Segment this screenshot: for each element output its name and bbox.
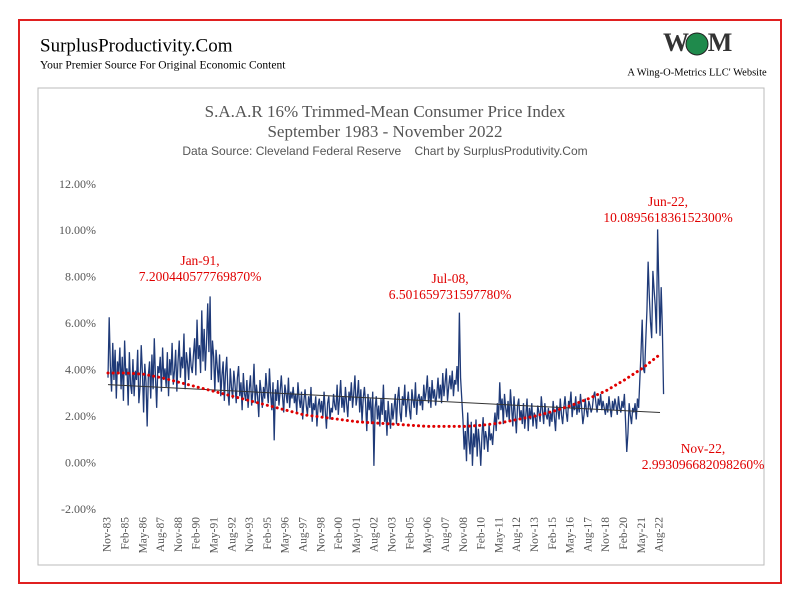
site-name: SurplusProductivity.Com <box>40 35 233 56</box>
x-tick-label: Aug-12 <box>511 517 523 552</box>
annotation: Nov-22, <box>681 441 726 456</box>
annotation: Jun-22, <box>648 194 688 209</box>
x-tick-label: Nov-98 <box>315 517 327 552</box>
logo-globe <box>685 32 709 56</box>
x-tick-label: Nov-88 <box>173 517 185 552</box>
y-tick-label: 0.00% <box>65 455 96 469</box>
y-tick-label: -2.00% <box>61 502 96 516</box>
y-tick-label: 8.00% <box>65 270 96 284</box>
x-tick-label: Aug-92 <box>226 517 238 552</box>
annotation: 6.501659731597780% <box>389 287 512 302</box>
x-tick-label: Aug-22 <box>654 517 666 552</box>
logo-letter: M <box>708 28 733 57</box>
tagline: Your Premier Source For Original Economi… <box>40 60 286 72</box>
y-tick-label: 6.00% <box>65 316 96 330</box>
x-tick-label: Nov-18 <box>600 517 612 552</box>
x-tick-label: Nov-93 <box>244 517 256 552</box>
x-tick-label: Nov-08 <box>458 517 470 552</box>
x-tick-label: Feb-85 <box>119 517 131 550</box>
data-line <box>107 229 665 466</box>
x-tick-label: Feb-05 <box>404 517 416 550</box>
annotation: 7.200440577769870% <box>139 269 262 284</box>
x-tick-label: Feb-00 <box>333 517 345 550</box>
trend-line <box>107 384 661 413</box>
y-tick-label: 12.00% <box>59 177 96 191</box>
chart-subtitle: September 1983 - November 2022 <box>267 122 502 141</box>
x-tick-label: Aug-17 <box>582 517 594 552</box>
x-tick-label: Feb-15 <box>547 517 559 550</box>
x-tick-label: Aug-07 <box>440 517 452 552</box>
x-tick-label: May-06 <box>422 517 434 554</box>
y-tick-label: 10.00% <box>59 223 96 237</box>
x-tick-label: Aug-02 <box>369 517 381 552</box>
trend-line <box>106 352 662 428</box>
x-tick-label: Nov-03 <box>387 517 399 552</box>
chart-title: S.A.A.R 16% Trimmed-Mean Consumer Price … <box>205 102 566 121</box>
x-tick-label: May-21 <box>636 517 648 554</box>
logo: W M <box>663 28 732 57</box>
x-tick-label: May-96 <box>280 517 292 554</box>
x-tick-label: May-91 <box>208 517 220 554</box>
x-tick-label: Feb-10 <box>476 517 488 550</box>
outer-frame <box>18 19 782 584</box>
y-tick-label: 2.00% <box>65 409 96 423</box>
x-tick-label: Feb-20 <box>618 517 630 550</box>
company: A Wing-O-Metrics LLC' Website <box>627 67 767 78</box>
annotation: Jul-08, <box>431 271 468 286</box>
x-tick-label: Aug-97 <box>298 517 310 552</box>
x-tick-label: Feb-90 <box>191 517 203 550</box>
annotation: 10.089561836152300% <box>603 210 732 225</box>
x-tick-label: May-16 <box>565 517 577 554</box>
chart-frame <box>37 87 765 566</box>
chart-source: Data Source: Cleveland Federal Reserve C… <box>182 144 587 158</box>
x-tick-label: May-01 <box>351 517 363 554</box>
x-tick-label: May-86 <box>137 517 149 554</box>
y-tick-label: 4.00% <box>65 362 96 376</box>
x-tick-label: Nov-83 <box>102 517 114 552</box>
annotation: 2.993096682098260% <box>642 457 765 472</box>
logo-letter: W <box>663 28 689 57</box>
x-tick-label: May-11 <box>493 517 505 553</box>
x-tick-label: Nov-13 <box>529 517 541 552</box>
annotation: Jan-91, <box>180 253 219 268</box>
x-tick-label: Feb-95 <box>262 517 274 550</box>
x-tick-label: Aug-87 <box>155 517 167 552</box>
